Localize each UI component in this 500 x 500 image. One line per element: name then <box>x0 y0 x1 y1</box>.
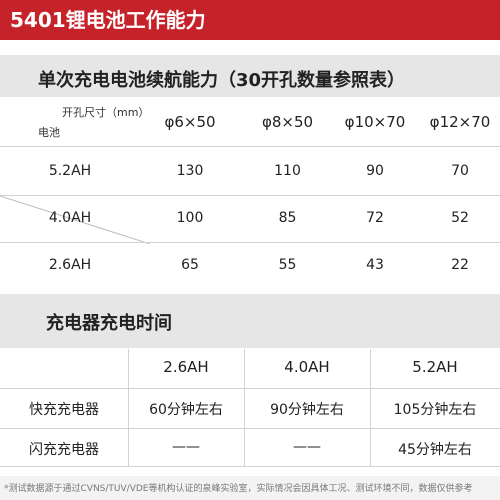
table-row: 快充充电器 60分钟左右 90分钟左右 105分钟左右 <box>0 389 500 428</box>
divider <box>0 466 500 467</box>
corner-label-hole-size: 开孔尺寸（mm） <box>62 106 150 119</box>
section1-header: 单次充电电池续航能力（30开孔数量参照表） <box>0 55 500 97</box>
table-cell: 72 <box>366 210 384 226</box>
column-divider <box>244 349 245 466</box>
column-divider <box>370 349 371 466</box>
column-divider <box>128 349 129 466</box>
corner-label-battery: 电池 <box>38 126 60 139</box>
table1-header-row: 开孔尺寸（mm） 电池 φ6×50 φ8×50 φ10×70 φ12×70 <box>0 98 500 244</box>
row-label: 2.6AH <box>48 257 92 273</box>
table2-header-row: 2.6AH 4.0AH 5.2AH <box>0 349 500 388</box>
table-row: 2.6AH 65 55 43 22 <box>0 243 500 289</box>
row-label: 快充充电器 <box>29 402 99 418</box>
footnote-bar: *测试数据源于通过CVNS/TUV/VDE等机构认证的泉峰实验室，实际情况会因具… <box>0 476 500 500</box>
table-cell: —— <box>293 439 321 455</box>
table-cell: 100 <box>176 210 204 226</box>
table-row: 5.2AH 130 110 90 70 <box>0 147 500 195</box>
table-cell: 105分钟左右 <box>393 402 477 418</box>
divider <box>0 428 500 429</box>
section1-title: 单次充电电池续航能力（30开孔数量参照表） <box>38 70 406 91</box>
row-label: 闪充充电器 <box>29 442 99 458</box>
table-cell: 90 <box>366 163 384 179</box>
column-header: 4.0AH <box>284 358 330 376</box>
table-cell: 60分钟左右 <box>149 402 223 418</box>
row-label: 5.2AH <box>48 163 92 179</box>
divider <box>0 195 500 196</box>
column-header: 5.2AH <box>412 358 458 376</box>
divider <box>0 146 500 147</box>
table-cell: 22 <box>451 257 469 273</box>
table-cell: 90分钟左右 <box>270 402 344 418</box>
column-header: φ10×70 <box>344 113 406 131</box>
table-row: 闪充充电器 —— —— 45分钟左右 <box>0 429 500 466</box>
table-row: 4.0AH 100 85 72 52 <box>0 196 500 242</box>
table-cell: 85 <box>278 210 297 226</box>
column-header: φ6×50 <box>164 113 216 131</box>
table-cell: 52 <box>451 210 469 226</box>
table-cell: —— <box>172 439 200 455</box>
table-cell: 55 <box>278 257 297 273</box>
header-bar: 5401锂电池工作能力 <box>0 0 500 40</box>
divider <box>0 242 500 243</box>
section2-header: 充电器充电时间 <box>0 294 500 348</box>
section2-title: 充电器充电时间 <box>46 313 172 334</box>
table-cell: 43 <box>366 257 384 273</box>
corner-diagonal <box>0 196 150 244</box>
footnote: *测试数据源于通过CVNS/TUV/VDE等机构认证的泉峰实验室，实际情况会因具… <box>4 484 473 494</box>
table-cell: 130 <box>176 163 204 179</box>
table-cell: 45分钟左右 <box>398 442 472 458</box>
table-cell: 110 <box>274 163 301 179</box>
table-cell: 70 <box>451 163 469 179</box>
column-header: φ12×70 <box>429 113 491 131</box>
row-label: 4.0AH <box>48 210 92 226</box>
divider <box>0 388 500 389</box>
column-header: 2.6AH <box>163 358 209 376</box>
table-cell: 65 <box>181 257 199 273</box>
page-title: 5401锂电池工作能力 <box>10 8 206 32</box>
column-header: φ8×50 <box>261 113 314 131</box>
